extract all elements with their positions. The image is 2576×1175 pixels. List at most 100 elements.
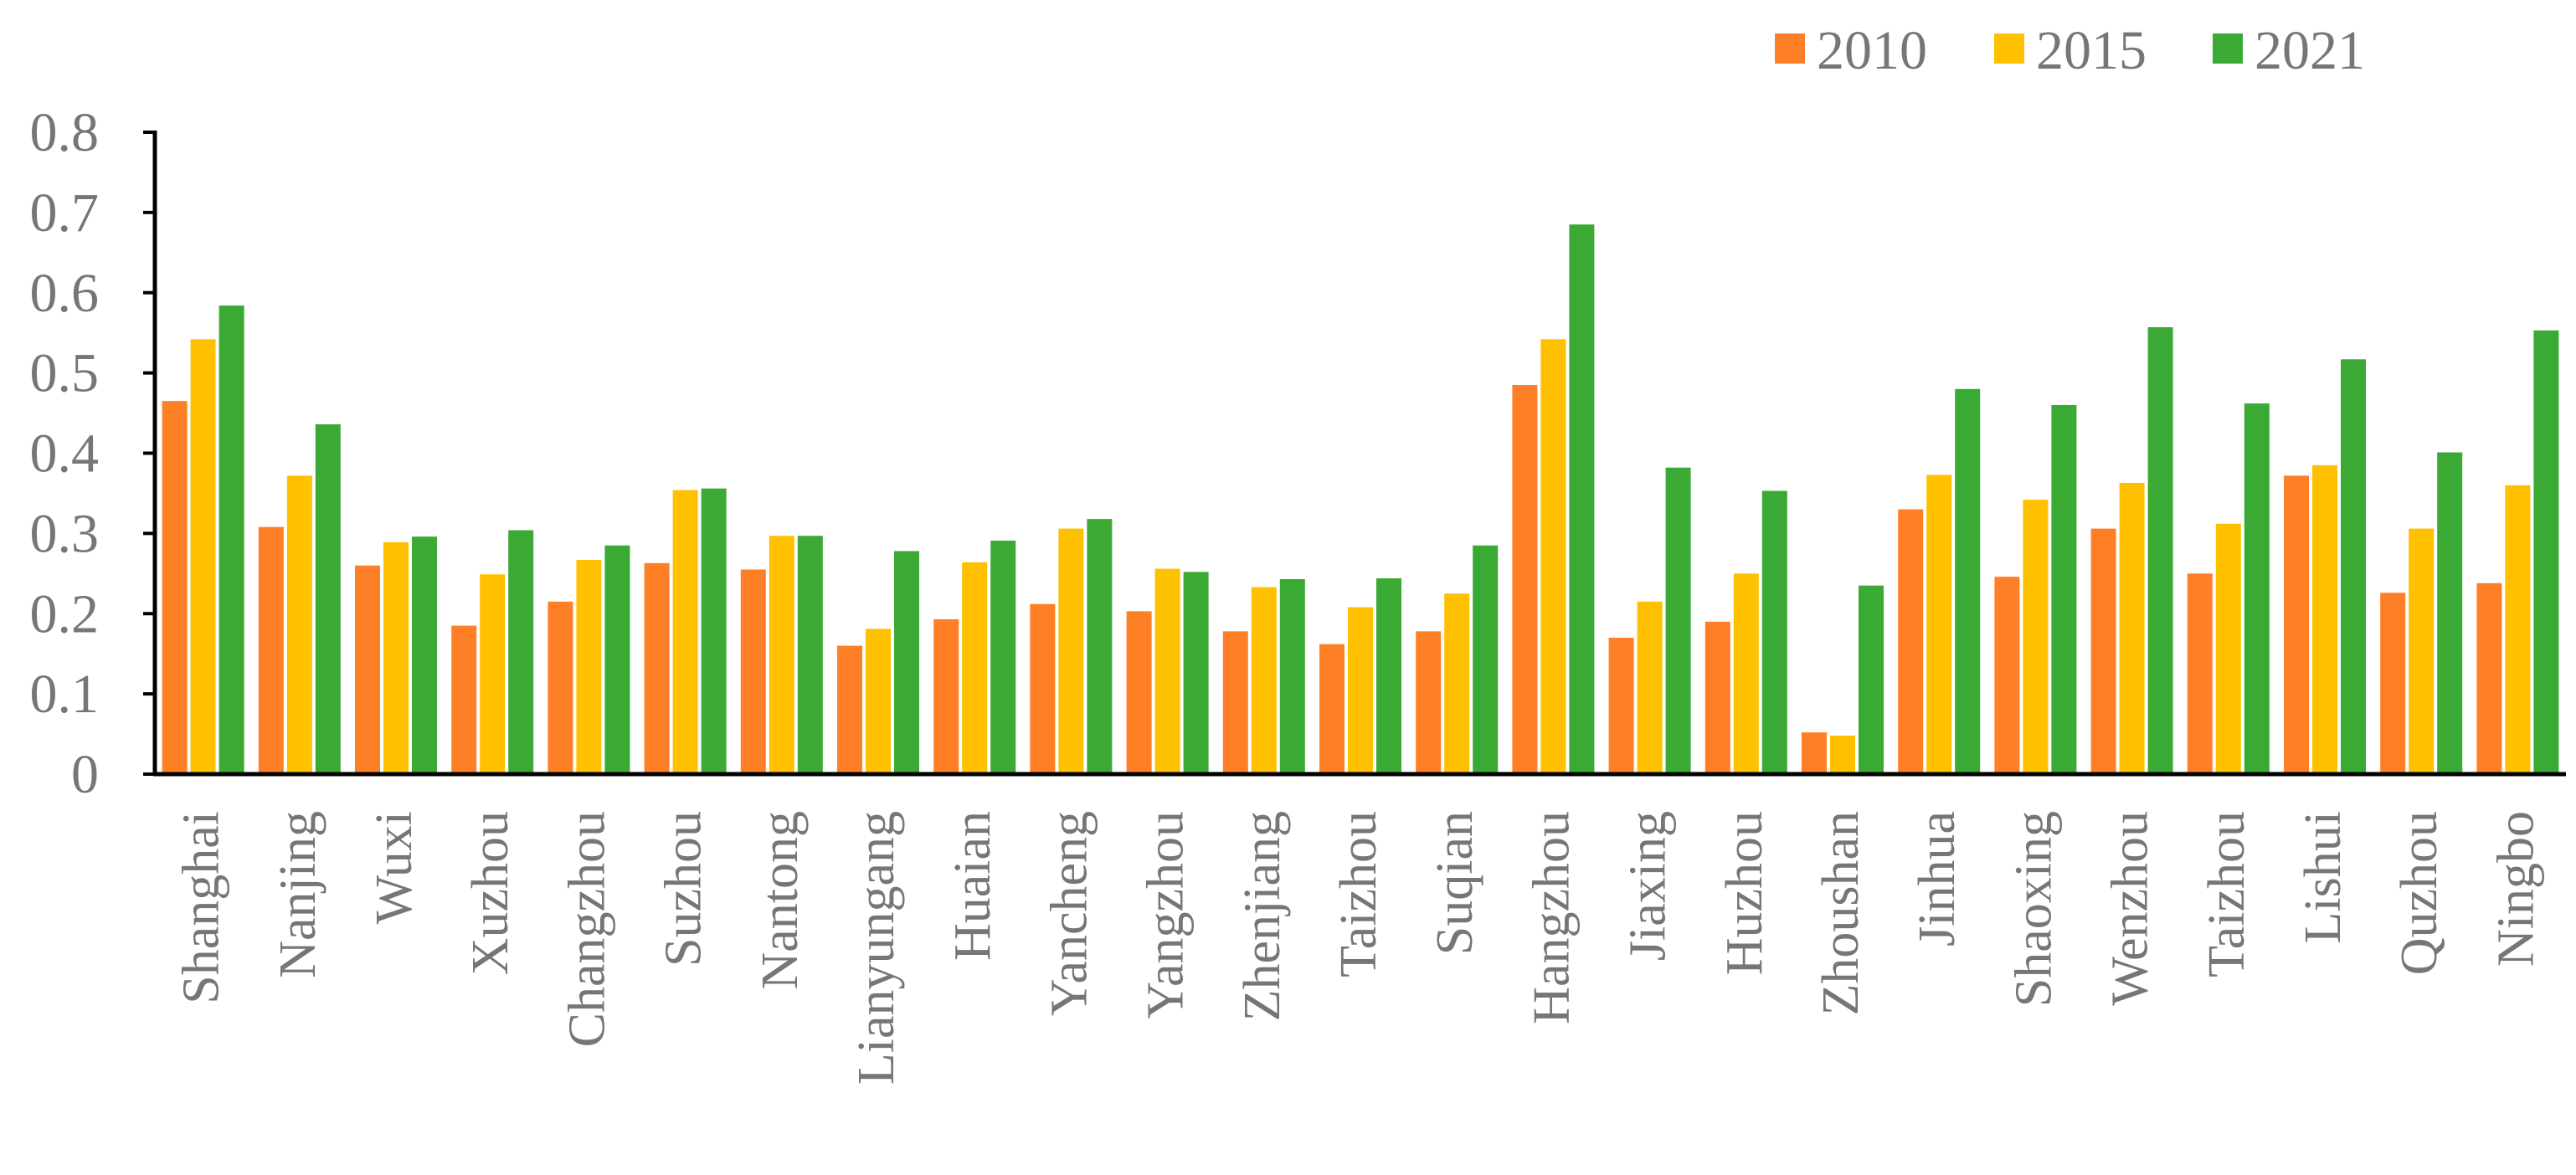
bar-2010-changzhou xyxy=(548,601,573,774)
bar-2015-taizhou xyxy=(2215,523,2241,774)
bar-2015-lishui xyxy=(2312,464,2337,774)
bar-2010-xuzhou xyxy=(451,625,477,774)
x-tick-label: Yancheng xyxy=(1041,811,1098,1016)
axes xyxy=(143,131,2566,777)
bar-2010-suqian xyxy=(1416,631,1442,774)
x-tick-label: Quzhou xyxy=(2391,811,2448,975)
bar-2021-jiaxing xyxy=(1665,467,1691,774)
x-tick-label: Wenzhou xyxy=(2102,811,2159,1006)
x-tick-label: Nanjing xyxy=(270,811,326,978)
bar-2021-taizhou xyxy=(1376,578,1401,774)
bar-2015-lianyungang xyxy=(866,629,891,774)
bar-2021-shaoxing xyxy=(2051,404,2077,774)
bar-2010-shaoxing xyxy=(1994,577,2020,774)
bar-2015-quzhou xyxy=(2409,528,2435,774)
bar-2010-huaian xyxy=(933,618,959,774)
chart-legend: 2010 2015 2021 xyxy=(1775,20,2365,81)
bar-2021-lishui xyxy=(2341,359,2366,774)
bar-2010-nanjing xyxy=(258,526,284,774)
bar-2015-xuzhou xyxy=(480,574,506,774)
bar-2015-zhenjiang xyxy=(1251,587,1277,774)
y-tick-label: 0.4 xyxy=(30,423,100,485)
bar-2010-huzhou xyxy=(1704,621,1730,774)
y-tick-label: 0.6 xyxy=(30,263,100,324)
x-tick-label: Shanghai xyxy=(173,811,230,1004)
legend-swatch-2010 xyxy=(1775,33,1805,64)
bar-2021-taizhou xyxy=(2244,403,2270,774)
x-axis-labels: Shanghai Nanjing Wuxi Xuzhou Changzhou Suzhou… xyxy=(173,811,2545,1085)
legend-swatch-2015 xyxy=(1994,33,2024,64)
bars-group xyxy=(162,224,2559,775)
x-tick-label: Suqian xyxy=(1427,811,1483,955)
y-tick-label: 0.1 xyxy=(30,664,100,725)
x-tick-label: Ningbo xyxy=(2487,811,2544,967)
bar-2021-xuzhou xyxy=(508,530,534,774)
x-tick-label: Huzhou xyxy=(1716,811,1773,975)
x-tick-label: Nantong xyxy=(752,811,809,990)
bar-2010-wenzhou xyxy=(2090,528,2116,774)
bar-2015-nantong xyxy=(769,536,794,774)
bar-2021-zhoushan xyxy=(1859,585,1884,774)
x-tick-label: Lishui xyxy=(2295,811,2352,943)
bar-2021-changzhou xyxy=(604,545,630,774)
x-tick-label: Wuxi xyxy=(366,811,423,924)
bar-2015-zhoushan xyxy=(1830,735,1855,774)
bar-2010-taizhou xyxy=(1319,644,1345,774)
bar-2010-hangzhou xyxy=(1512,385,1538,774)
y-tick-label: 0.2 xyxy=(30,583,100,644)
x-tick-label: Jinhua xyxy=(1909,811,1966,947)
bar-2015-ningbo xyxy=(2505,485,2531,774)
bar-2015-suqian xyxy=(1444,593,1470,774)
bar-2015-yancheng xyxy=(1058,528,1084,774)
y-tick-label: 0.5 xyxy=(30,343,100,404)
bar-2021-suzhou xyxy=(701,488,727,774)
bar-2021-jinhua xyxy=(1955,388,1981,774)
bar-2015-jinhua xyxy=(1926,475,1952,774)
bar-2010-yangzhou xyxy=(1126,611,1152,774)
x-tick-label: Zhoushan xyxy=(1812,811,1869,1016)
bar-2021-nanjing xyxy=(315,423,341,774)
bar-2021-wenzhou xyxy=(2147,326,2173,774)
legend-label: 2010 xyxy=(1817,20,1927,81)
bar-2010-jinhua xyxy=(1898,509,1924,774)
bar-2010-lianyungang xyxy=(837,645,862,774)
y-tick-label: 0 xyxy=(71,744,99,805)
x-tick-label: Huaian xyxy=(944,811,1001,961)
bar-2010-yancheng xyxy=(1030,603,1056,774)
legend-swatch-2021 xyxy=(2213,33,2243,64)
bar-2010-taizhou xyxy=(2187,573,2213,774)
bar-2015-shanghai xyxy=(190,339,216,774)
x-tick-label: Taizhou xyxy=(1330,811,1387,977)
x-tick-label: Taizhou xyxy=(2198,811,2255,977)
bar-2021-zhenjiang xyxy=(1279,579,1305,774)
bar-2015-changzhou xyxy=(576,560,602,774)
bar-2015-shaoxing xyxy=(2023,500,2049,774)
bar-2010-jiaxing xyxy=(1608,638,1634,774)
bar-2021-yangzhou xyxy=(1183,572,1209,774)
bar-2015-wuxi xyxy=(383,541,409,774)
bar-2010-wuxi xyxy=(355,565,380,774)
bar-2021-quzhou xyxy=(2437,452,2463,774)
bar-2010-quzhou xyxy=(2380,593,2406,774)
legend-label: 2015 xyxy=(2036,20,2147,81)
bar-2021-nantong xyxy=(797,536,823,774)
y-axis-ticks: 0 0.1 0.2 0.3 0.4 0.5 0.6 0.7 0.8 xyxy=(30,102,100,805)
x-tick-label: Jiaxing xyxy=(1620,811,1677,961)
bar-2010-suzhou xyxy=(644,562,670,774)
bar-2010-shanghai xyxy=(162,401,188,774)
bar-2021-huaian xyxy=(990,541,1016,774)
bar-2010-zhenjiang xyxy=(1222,631,1248,774)
bar-2021-lianyungang xyxy=(894,551,919,774)
bar-2021-wuxi xyxy=(412,536,437,774)
bar-2015-huaian xyxy=(962,562,988,774)
x-tick-label: Xuzhou xyxy=(462,811,519,975)
x-tick-label: Lianyungang xyxy=(848,811,905,1085)
bar-2015-yangzhou xyxy=(1154,568,1180,774)
y-tick-label: 0.7 xyxy=(30,182,100,244)
y-tick-label: 0.8 xyxy=(30,102,100,163)
y-tick-label: 0.3 xyxy=(30,503,100,564)
x-tick-label: Shaoxing xyxy=(2005,811,2062,1007)
bar-2021-shanghai xyxy=(219,305,244,775)
bar-2010-zhoushan xyxy=(1802,732,1827,774)
bar-2010-nantong xyxy=(740,569,766,774)
